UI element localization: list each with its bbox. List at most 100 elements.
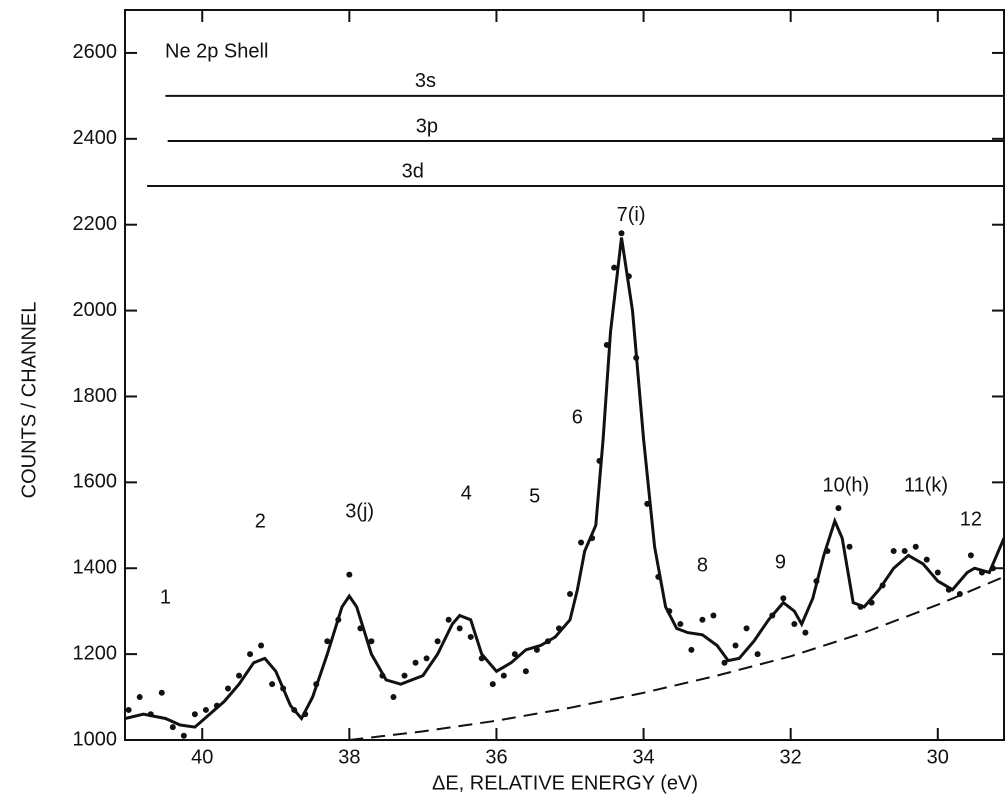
y-tick-label: 2400 (73, 127, 118, 149)
data-point (890, 548, 897, 555)
data-point (423, 655, 430, 662)
y-tick-label: 1400 (73, 557, 118, 579)
x-tick-label: 30 (927, 746, 949, 768)
data-point (923, 556, 930, 563)
data-point (780, 595, 787, 602)
y-tick-label: 2200 (73, 213, 118, 235)
data-point (224, 685, 231, 692)
data-point (611, 264, 618, 271)
data-point (335, 616, 342, 623)
data-point (945, 586, 952, 593)
data-point (710, 612, 717, 619)
data-point (967, 552, 974, 559)
data-point (721, 659, 728, 666)
data-point (412, 659, 419, 666)
data-point (434, 638, 441, 645)
data-point (236, 672, 243, 679)
data-point (202, 706, 209, 713)
data-point (655, 573, 662, 580)
data-point (489, 681, 496, 688)
data-point (879, 582, 886, 589)
data-point (269, 681, 276, 688)
data-point (901, 548, 908, 555)
data-point (578, 539, 585, 546)
level-label: 3d (402, 160, 424, 182)
data-point (769, 612, 776, 619)
data-point (754, 651, 761, 658)
data-point (368, 638, 375, 645)
data-point (857, 603, 864, 610)
data-point (324, 638, 331, 645)
background-curve (349, 575, 1005, 741)
peak-label: 6 (572, 407, 583, 429)
y-tick-label: 1000 (73, 728, 118, 750)
data-point (732, 642, 739, 649)
level-label: 3p (416, 115, 438, 137)
data-point (912, 543, 919, 550)
peak-label: 10(h) (823, 474, 870, 496)
data-point (846, 543, 853, 550)
data-point (125, 706, 132, 713)
peak-label: 5 (529, 486, 540, 508)
data-point (625, 273, 632, 280)
data-point (467, 633, 474, 640)
data-point (978, 569, 985, 576)
data-point (158, 689, 165, 696)
chart-title: Ne 2p Shell (165, 40, 268, 62)
peak-label: 1 (160, 587, 171, 609)
y-tick-label: 1600 (73, 471, 118, 493)
data-point (544, 638, 551, 645)
data-point (213, 702, 220, 709)
data-point (180, 732, 187, 739)
data-point (533, 646, 540, 653)
data-point (456, 625, 463, 632)
data-point (291, 706, 298, 713)
y-tick-label: 1200 (73, 642, 118, 664)
data-point (191, 711, 198, 718)
data-point (567, 591, 574, 597)
data-point (247, 651, 254, 658)
data-point (699, 616, 706, 623)
y-tick-label: 2000 (73, 299, 118, 321)
x-tick-label: 40 (191, 746, 213, 768)
data-point (743, 625, 750, 632)
plot-frame (124, 9, 1005, 741)
peak-label: 7(i) (617, 204, 646, 226)
data-point (618, 230, 625, 237)
data-point (401, 672, 408, 679)
peak-label: 3(j) (345, 501, 374, 523)
data-point (478, 655, 485, 662)
data-point (357, 625, 364, 632)
data-point (633, 354, 640, 361)
x-tick-label: 38 (338, 746, 360, 768)
level-label: 3s (415, 70, 436, 92)
data-point (147, 711, 154, 718)
y-tick-label: 2600 (73, 41, 118, 63)
data-point (596, 457, 603, 464)
fit-curve (124, 237, 1005, 729)
data-point (589, 535, 596, 542)
x-axis-label: ΔE, RELATIVE ENERGY (eV) (432, 772, 698, 794)
data-point (868, 599, 875, 606)
data-point (346, 571, 353, 578)
data-point (500, 672, 507, 679)
data-point (688, 646, 695, 653)
peak-label: 4 (461, 483, 472, 505)
y-tick-label: 1800 (73, 385, 118, 407)
peak-label: 11(k) (904, 474, 948, 496)
data-point (522, 668, 529, 675)
data-point (258, 642, 265, 649)
data-point (677, 621, 684, 628)
data-point (390, 694, 397, 701)
data-point (644, 500, 651, 507)
data-point (791, 621, 798, 628)
data-point (603, 341, 610, 348)
data-point (280, 685, 287, 692)
data-point (835, 505, 842, 512)
data-point (802, 629, 809, 636)
peak-label: 9 (775, 551, 786, 573)
data-point (313, 681, 320, 688)
data-point (824, 548, 831, 555)
data-point (136, 694, 143, 701)
peak-label: 12 (960, 508, 982, 530)
